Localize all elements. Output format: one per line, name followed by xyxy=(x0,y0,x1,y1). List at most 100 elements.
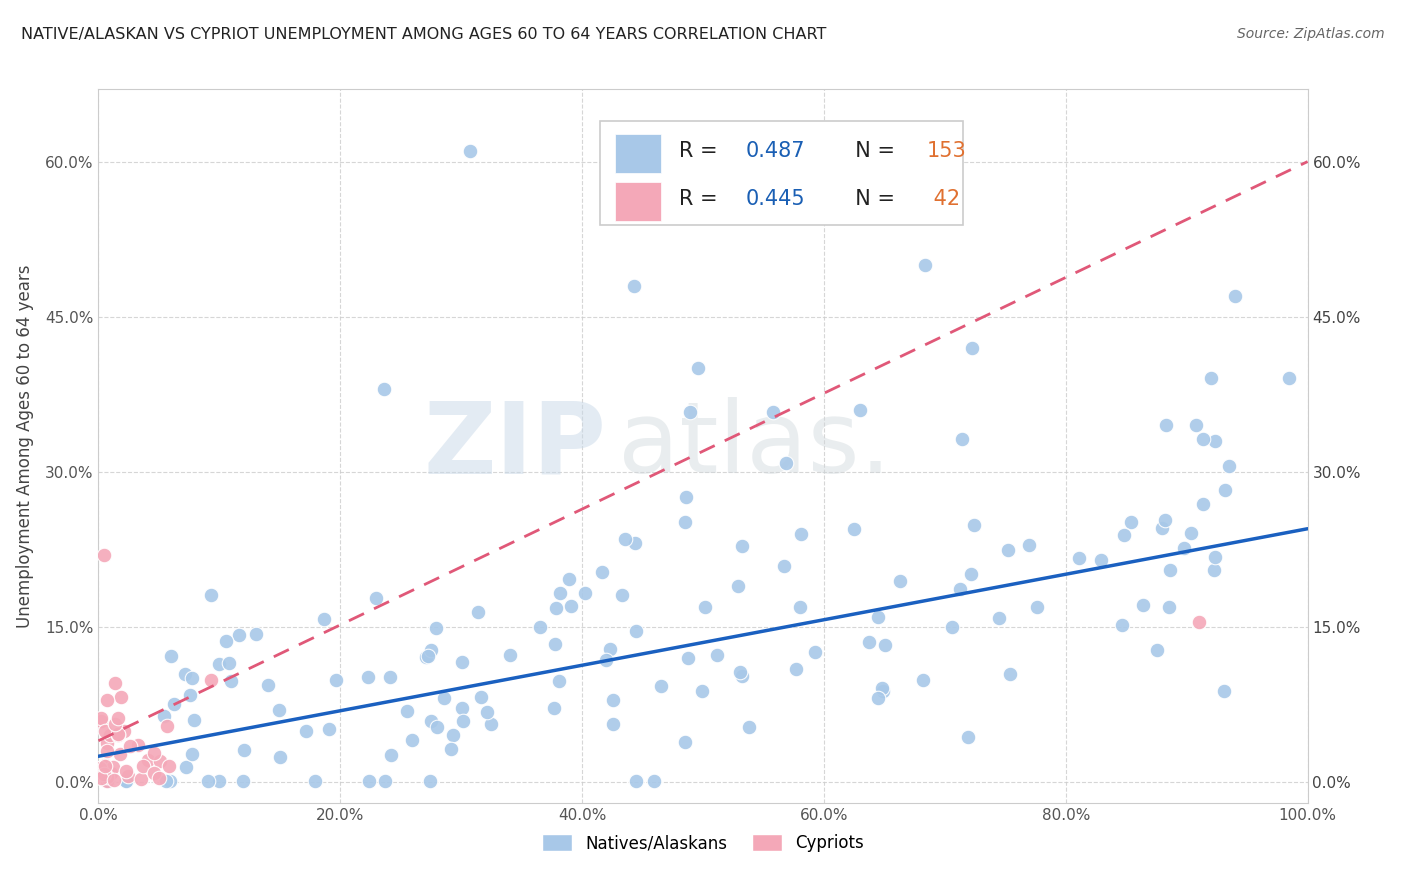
Point xyxy=(650,679,672,693)
Point xyxy=(1146,643,1168,657)
Text: 0.445: 0.445 xyxy=(745,189,806,209)
Point xyxy=(785,662,807,676)
Point xyxy=(96,693,118,707)
Point xyxy=(679,404,702,418)
Point xyxy=(477,705,499,719)
Point xyxy=(479,716,502,731)
Point xyxy=(325,673,347,687)
Point xyxy=(267,703,290,717)
Point xyxy=(450,701,472,715)
Point xyxy=(706,648,728,662)
Point xyxy=(675,490,697,504)
Point xyxy=(1225,289,1247,303)
Point xyxy=(94,759,117,773)
Point xyxy=(97,774,120,789)
Point xyxy=(560,599,582,614)
Point xyxy=(129,772,152,786)
Point xyxy=(960,341,983,355)
Point xyxy=(200,673,222,688)
Point xyxy=(453,714,475,728)
Point xyxy=(357,670,380,684)
Point xyxy=(94,723,117,738)
Point xyxy=(960,566,983,581)
Point xyxy=(529,620,551,634)
Y-axis label: Unemployment Among Ages 60 to 64 years: Unemployment Among Ages 60 to 64 years xyxy=(15,264,34,628)
Point xyxy=(318,722,340,736)
Point xyxy=(93,766,115,780)
Point xyxy=(89,761,111,775)
Text: R =: R = xyxy=(679,141,724,161)
Text: Source: ZipAtlas.com: Source: ZipAtlas.com xyxy=(1237,27,1385,41)
Point xyxy=(163,697,186,711)
Point xyxy=(159,649,181,664)
Point xyxy=(415,649,437,664)
Point xyxy=(1018,537,1040,551)
Point xyxy=(949,582,972,596)
Point xyxy=(110,690,132,704)
Point xyxy=(233,742,256,756)
Point xyxy=(1111,617,1133,632)
Point xyxy=(1026,599,1049,614)
Point xyxy=(366,591,388,605)
Point xyxy=(174,760,197,774)
Point xyxy=(181,671,204,685)
Point xyxy=(374,774,396,789)
Point xyxy=(762,405,785,419)
Point xyxy=(872,684,894,698)
Point xyxy=(419,774,441,789)
Point xyxy=(1202,564,1225,578)
Point xyxy=(1159,563,1181,577)
Point xyxy=(1278,371,1301,385)
Point xyxy=(104,717,127,731)
Point xyxy=(426,720,449,734)
Point xyxy=(183,713,205,727)
Point xyxy=(574,585,596,599)
Point xyxy=(693,600,716,615)
Point xyxy=(108,747,131,761)
Point xyxy=(1159,600,1181,615)
Text: 153: 153 xyxy=(927,141,966,161)
Point xyxy=(1119,516,1142,530)
Text: N =: N = xyxy=(842,141,901,161)
Point xyxy=(420,643,443,657)
Point xyxy=(200,588,222,602)
Point xyxy=(731,669,754,683)
Point xyxy=(100,766,122,780)
Point xyxy=(849,402,872,417)
Point xyxy=(101,760,124,774)
Point xyxy=(416,648,439,663)
Point xyxy=(136,753,159,767)
Point xyxy=(148,771,170,785)
Point xyxy=(1184,417,1206,432)
Point xyxy=(558,572,581,586)
Text: atlas.: atlas. xyxy=(619,398,891,494)
Point xyxy=(451,655,474,669)
Point xyxy=(89,760,111,774)
Point xyxy=(219,673,242,688)
Point xyxy=(623,278,645,293)
Point xyxy=(380,670,402,684)
Point xyxy=(912,673,935,688)
Point xyxy=(546,601,568,615)
Point xyxy=(988,611,1011,625)
Point xyxy=(804,645,827,659)
Point xyxy=(602,716,624,731)
Point xyxy=(294,724,316,739)
Point xyxy=(1090,553,1112,567)
Point xyxy=(1218,458,1240,473)
Point xyxy=(432,691,454,706)
Point xyxy=(441,728,464,742)
Point xyxy=(314,612,336,626)
Text: R =: R = xyxy=(679,189,724,209)
Point xyxy=(1213,684,1236,698)
Point xyxy=(373,382,395,396)
Point xyxy=(866,690,889,705)
Point xyxy=(1192,497,1215,511)
Point xyxy=(1156,417,1178,432)
Point xyxy=(401,733,423,747)
Point xyxy=(963,517,986,532)
Text: ZIP: ZIP xyxy=(423,398,606,494)
Point xyxy=(1213,483,1236,497)
Point xyxy=(595,653,617,667)
Legend: Natives/Alaskans, Cypriots: Natives/Alaskans, Cypriots xyxy=(536,827,870,859)
